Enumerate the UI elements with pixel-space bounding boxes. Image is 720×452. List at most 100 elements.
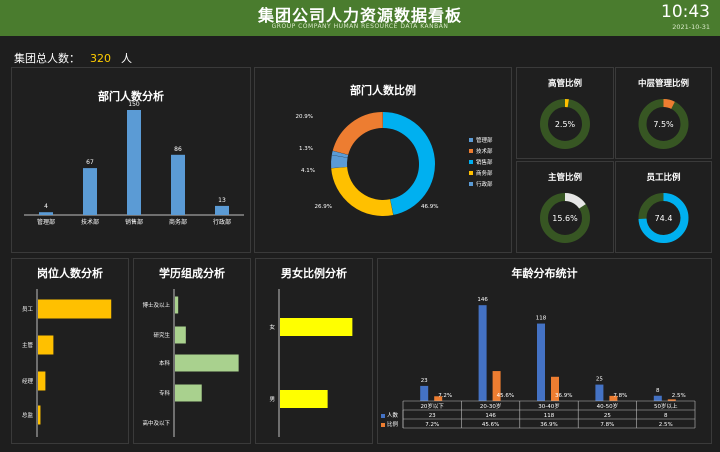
education-category: 博士及以上 bbox=[142, 301, 170, 309]
gender-category: 男 bbox=[269, 396, 275, 403]
middle-mgmt-ratio-title: 中层管理比例 bbox=[637, 79, 689, 89]
dept-bar-value: 67 bbox=[86, 159, 94, 166]
age-table-count: 118 bbox=[544, 413, 555, 419]
dept-bar-value: 13 bbox=[218, 197, 226, 204]
dept-ratio-slice bbox=[331, 150, 349, 158]
supervisor-ratio-chart: 15.6% bbox=[540, 193, 590, 243]
dept-bar-category: 行政部 bbox=[213, 218, 231, 226]
age-table-category: 40-50岁 bbox=[597, 402, 618, 410]
total-headcount: 集团总人数： 320 人 bbox=[14, 50, 132, 66]
total-unit: 人 bbox=[121, 52, 132, 65]
gender-panel: 男女比例分析 女男 bbox=[255, 258, 373, 444]
dept-ratio-value-label: 46.9% bbox=[421, 204, 438, 210]
age-table-count: 8 bbox=[664, 413, 668, 419]
education-bar bbox=[175, 326, 186, 344]
dept-ratio-legend-swatch bbox=[469, 138, 473, 142]
dept-ratio-value-label: 26.9% bbox=[315, 204, 332, 210]
dept-ratio-value-label: 4.1% bbox=[301, 168, 315, 174]
dept-ratio-legend-label: 技术部 bbox=[476, 147, 493, 155]
dept-ratio-legend-swatch bbox=[469, 160, 473, 164]
age-table-count: 146 bbox=[485, 413, 496, 419]
age-count-bar bbox=[420, 385, 429, 401]
age-count-bar bbox=[478, 305, 487, 401]
age-ratio-label: 7.2% bbox=[438, 393, 452, 399]
age-count-bar bbox=[595, 384, 604, 401]
education-bar bbox=[175, 384, 202, 402]
dept-ratio-panel: 部门人数比例 46.9% 26.9% 4.1% 1.3% 20.9% 管理部 技术部 销售部商… bbox=[254, 67, 512, 253]
age-table-category: 50岁以上 bbox=[654, 402, 678, 410]
gender-chart: 女男 bbox=[269, 289, 353, 437]
employee-ratio-title: 员工比例 bbox=[646, 173, 681, 183]
education-title: 学历组成分析 bbox=[159, 267, 225, 280]
age-ratio-bar bbox=[667, 399, 676, 401]
position-category: 员工 bbox=[22, 306, 34, 313]
dept-bar bbox=[127, 110, 141, 215]
age-ratio-bar bbox=[492, 371, 501, 401]
age-ratio-label: 45.6% bbox=[497, 393, 514, 399]
supervisor-ratio-title: 主管比例 bbox=[547, 173, 582, 183]
gender-bar bbox=[280, 318, 353, 336]
age-panel: 年龄分布统计 23 7.2% 146 45.6% 118 36.9% 25 7.8% 8 2.5%… bbox=[377, 258, 712, 444]
education-category: 本科 bbox=[159, 359, 171, 367]
middle-mgmt-ratio-chart: 7.5% bbox=[638, 99, 689, 149]
dept-ratio-legend-label: 行政部 bbox=[476, 180, 493, 188]
middle-mgmt-ratio-panel: 中层管理比例 7.5% bbox=[615, 67, 712, 159]
age-legend-count-swatch bbox=[381, 414, 385, 418]
dept-ratio-legend-swatch bbox=[469, 149, 473, 153]
position-bar bbox=[38, 335, 54, 355]
ring-value-label: 7.5% bbox=[653, 120, 674, 129]
age-legend-ratio-swatch bbox=[381, 423, 385, 427]
dashboard-subtitle: GROUP COMPANY HUMAN RESOURCE DATA KANBAN bbox=[271, 23, 449, 30]
age-table-count: 23 bbox=[429, 413, 436, 419]
education-bar bbox=[175, 354, 239, 372]
dept-bar-value: 86 bbox=[174, 146, 182, 153]
education-category: 专科 bbox=[159, 389, 171, 397]
age-ratio-label: 36.9% bbox=[555, 393, 572, 399]
age-chart: 23 7.2% 146 45.6% 118 36.9% 25 7.8% 8 2.5% 20岁以下 23… bbox=[381, 297, 696, 429]
dept-bar bbox=[215, 205, 229, 215]
age-table-ratio: 2.5% bbox=[659, 422, 673, 428]
ring-value-label: 74.4 bbox=[655, 214, 673, 223]
education-bar bbox=[175, 296, 179, 314]
age-title: 年龄分布统计 bbox=[511, 267, 578, 280]
dashboard-title: 集团公司人力资源数据看板 bbox=[257, 6, 462, 25]
age-table-ratio: 36.9% bbox=[540, 422, 557, 428]
age-ratio-bar bbox=[551, 376, 559, 401]
position-panel: 岗位人数分析 员工 主管 经理 总监 bbox=[11, 258, 129, 444]
dept-ratio-slice bbox=[331, 155, 348, 169]
gender-title: 男女比例分析 bbox=[281, 267, 347, 280]
age-table-category: 30-40岁 bbox=[538, 402, 559, 410]
dept-bar-category: 技术部 bbox=[81, 218, 99, 226]
dept-ratio-slice bbox=[382, 112, 435, 215]
dept-bar bbox=[171, 154, 185, 215]
age-ratio-label: 7.8% bbox=[613, 393, 627, 399]
exec-ratio-title: 高管比例 bbox=[547, 79, 582, 89]
ring-fill bbox=[638, 193, 689, 243]
dept-ratio-value-label: 1.3% bbox=[299, 146, 313, 152]
age-count-bar bbox=[653, 395, 662, 401]
age-table-count: 25 bbox=[604, 413, 611, 419]
position-category: 主管 bbox=[22, 341, 34, 349]
age-count-label: 8 bbox=[656, 388, 660, 394]
dept-ratio-slice bbox=[332, 112, 384, 156]
exec-ratio-panel: 高管比例 2.5% bbox=[516, 67, 614, 159]
age-legend-ratio-label: 比例 bbox=[387, 420, 399, 428]
age-count-label: 146 bbox=[477, 297, 488, 303]
age-table-category: 20岁以下 bbox=[420, 402, 444, 410]
education-panel: 学历组成分析 博士及以上 研究生 本科 专科 高中及以下 bbox=[133, 258, 251, 444]
clock-time: 10:43 bbox=[661, 2, 710, 22]
dept-bar bbox=[83, 168, 97, 215]
dept-ratio-value-label: 20.9% bbox=[296, 114, 313, 120]
age-count-label: 23 bbox=[421, 378, 428, 384]
age-table-category: 20-30岁 bbox=[480, 402, 501, 410]
dept-bar bbox=[39, 212, 53, 215]
exec-ratio-chart: 2.5% bbox=[540, 99, 590, 149]
dept-ratio-title: 部门人数比例 bbox=[350, 84, 416, 97]
dept-ratio-legend-swatch bbox=[469, 182, 473, 186]
dept-ratio-legend-label: 管理部 bbox=[476, 136, 493, 144]
header-bar: 集团公司人力资源数据看板 GROUP COMPANY HUMAN RESOURC… bbox=[0, 0, 720, 36]
ring-value-label: 15.6% bbox=[552, 214, 578, 223]
age-table-ratio: 7.2% bbox=[425, 422, 439, 428]
gender-bar bbox=[280, 390, 328, 408]
